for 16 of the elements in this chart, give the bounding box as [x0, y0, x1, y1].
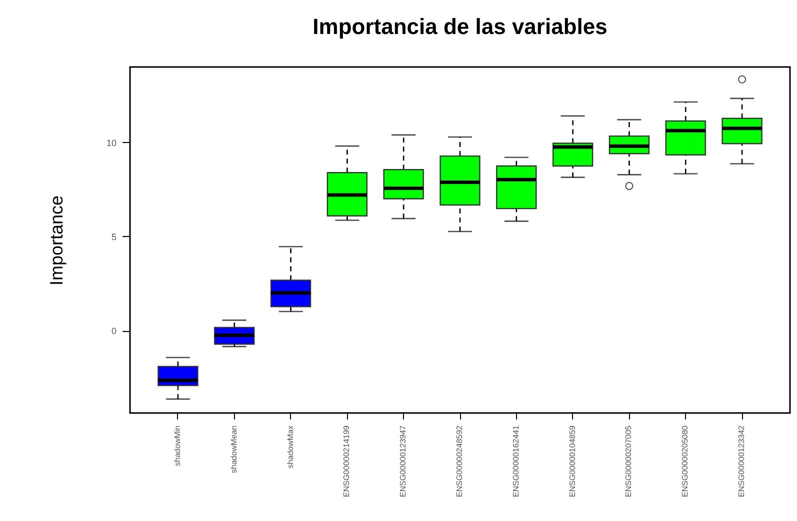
x-tick-label: ENSG00000123947 [398, 424, 408, 498]
y-tick-label: 10 [106, 138, 116, 148]
y-tick-label: 5 [111, 232, 116, 242]
x-tick-label: shadowMean [229, 426, 238, 474]
x-tick-label: shadowMin [172, 426, 182, 466]
x-tick-label: ENSG00000104859 [568, 424, 577, 498]
x-tick-label: ENSG00000123342 [737, 424, 746, 498]
x-tick-label: ENSG00000162441 [511, 424, 520, 498]
x-tick-label: ENSG00000205080 [680, 424, 690, 498]
x-tick-label: ENSG00000248592 [455, 424, 464, 498]
x-tick-label: ENSG00000214199 [342, 424, 352, 498]
x-tick-label: ENSG00000207005 [624, 424, 634, 498]
chart-title: Importancia de las variables [312, 14, 608, 39]
x-tick-label: shadowMax [286, 426, 295, 468]
y-tick-label: 0 [111, 326, 116, 336]
y-axis-title: Importance [46, 195, 66, 286]
